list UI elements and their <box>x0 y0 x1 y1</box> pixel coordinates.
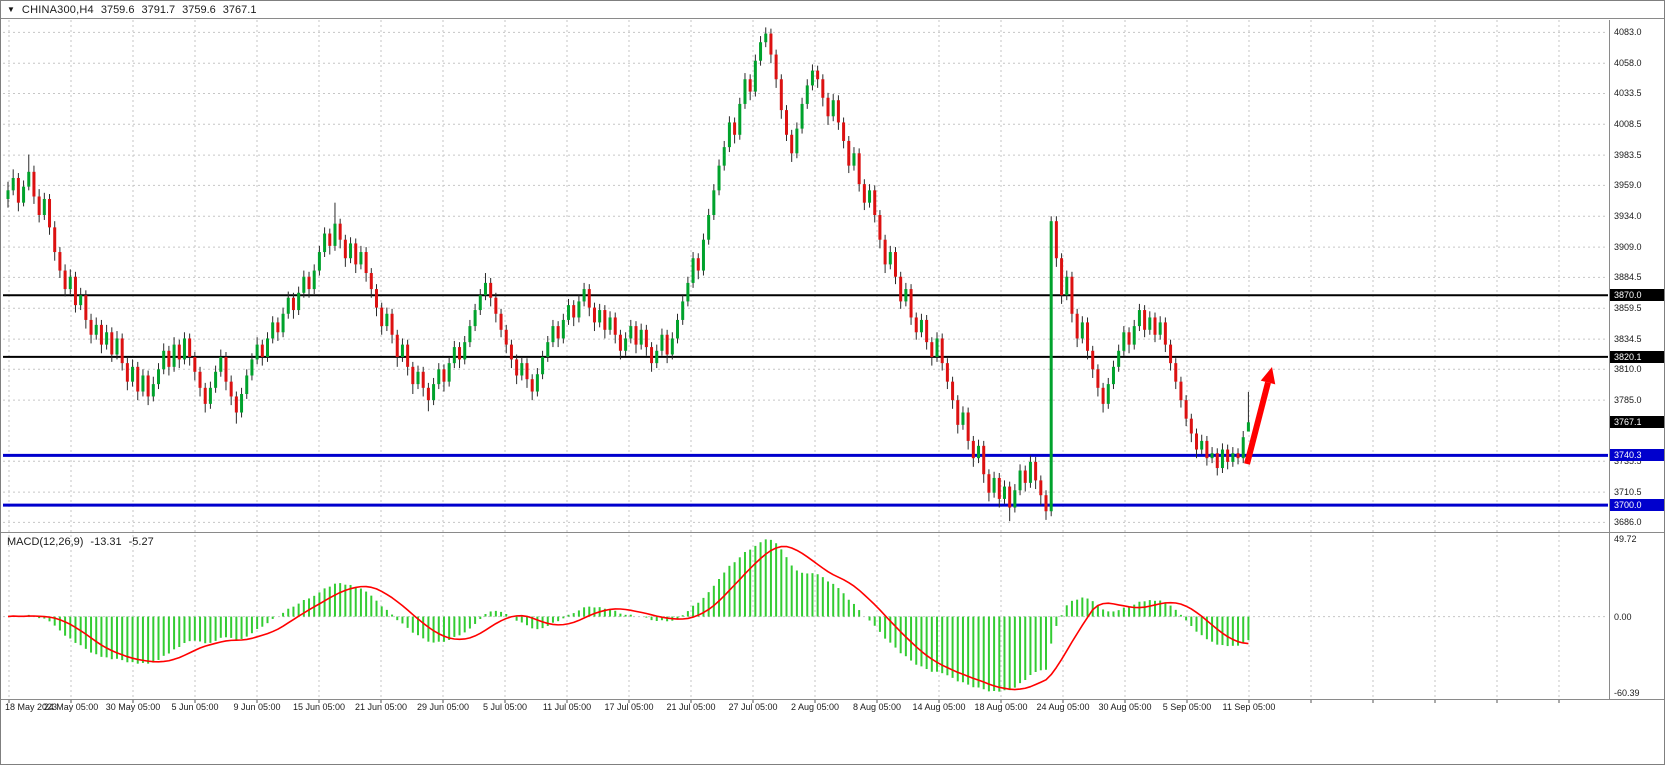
trend-arrow-head[interactable] <box>1260 367 1276 385</box>
macd-main-value: -13.31 <box>90 536 122 548</box>
macd-signal-value: -5.27 <box>128 536 154 548</box>
quote-open: 3759.6 <box>100 3 135 16</box>
time-axis-divider <box>1 699 1664 700</box>
symbol-period-label: CHINA300,H4 <box>21 3 94 16</box>
panel-divider[interactable] <box>1 532 1664 533</box>
chart-title-bar: ▼ CHINA300,H4 3759.6 3791.7 3759.6 3767.… <box>1 1 1664 19</box>
trend-arrow[interactable] <box>1244 381 1271 465</box>
quote-low: 3759.6 <box>182 3 216 16</box>
symbol-dropdown-icon[interactable]: ▼ <box>7 5 15 14</box>
quote-high: 3791.7 <box>141 3 176 16</box>
macd-indicator-label: MACD(12,26,9) -13.31 -5.27 <box>7 536 154 548</box>
quote-close: 3767.1 <box>222 3 257 16</box>
macd-name: MACD(12,26,9) <box>7 536 84 548</box>
price-axis-border[interactable] <box>1609 20 1610 699</box>
